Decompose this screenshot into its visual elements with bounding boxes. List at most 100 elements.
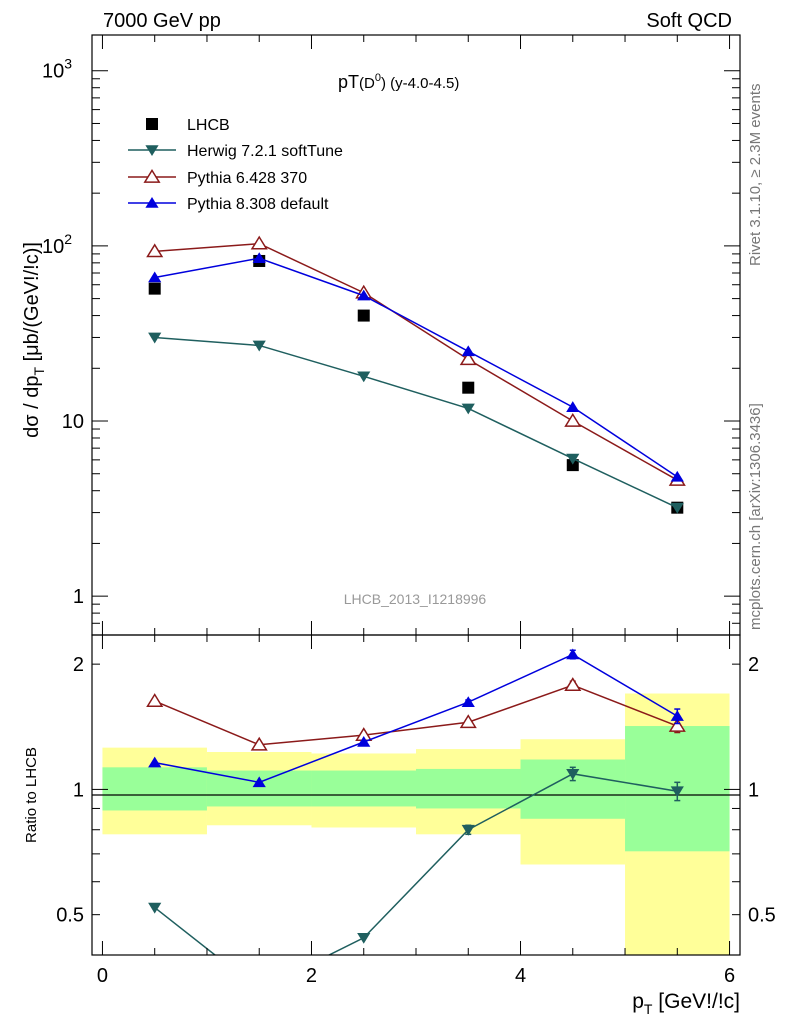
pythia-8-308-default-point — [252, 252, 266, 264]
pythia-6-428-370-point — [250, 235, 268, 250]
herwig-7-2-1-softtune-point — [461, 403, 475, 415]
main-y-axis-label-main: dσ / dp — [21, 376, 43, 438]
ratio-herwig-7-2-1-softtune-point — [148, 902, 162, 914]
ratio-herwig-7-2-1-softtune-line — [154, 773, 678, 955]
herwig-7-2-1-softtune-point — [252, 340, 266, 352]
herwig-7-2-1-softtune-point — [148, 332, 162, 344]
legend-herwig-7-2-1-softtune-marker — [145, 145, 159, 156]
pythia-8-308-default-line — [154, 257, 678, 478]
ratio-pythia-6-428-370-point — [564, 677, 582, 692]
legend-lhcb-label: LHCB — [187, 117, 230, 134]
ratio-pythia-8-308-default-line — [154, 653, 678, 784]
ratio-data-layer — [146, 648, 686, 996]
chart-title-rest: (y-4.0-4.5) — [386, 75, 459, 92]
x-tick-label: 2 — [306, 965, 317, 987]
rivet-version-label: Rivet 3.1.10, ≥ 2.3M events — [747, 84, 764, 267]
main-y-tick-label: 1 — [73, 586, 84, 608]
stat-uncertainty-band — [416, 768, 521, 809]
legend-pythia-6-428-370-marker — [143, 168, 161, 183]
mcplots-reference-label: mcplots.cern.ch [arXiv:1306.3436] — [747, 403, 764, 630]
lhcb-point — [462, 381, 475, 394]
ratio-herwig-7-2-1-softtune-point — [253, 985, 266, 996]
x-axis-label-main: p — [632, 990, 644, 1013]
ratio-herwig-7-2-1-softtune-point — [357, 932, 371, 944]
pythia-6-428-370-point — [564, 412, 582, 427]
lhcb-point — [566, 459, 579, 472]
pythia-6-428-370-line — [154, 242, 678, 481]
x-tick-label: 4 — [515, 965, 526, 987]
ratio-y-tick-label-right: 1 — [748, 779, 759, 801]
x-tick-label: 6 — [724, 965, 735, 987]
legend-lhcb-marker — [146, 118, 158, 130]
ratio-herwig-7-2-1-softtune-point — [566, 769, 580, 780]
chart-title-sup: 0 — [375, 72, 381, 84]
herwig-7-2-1-softtune-line — [154, 336, 678, 509]
herwig-7-2-1-softtune-point — [357, 371, 371, 383]
ratio-herwig-7-2-1-softtune-point — [670, 786, 684, 798]
x-axis-label-sub: T — [644, 1001, 653, 1017]
ratio-y-tick-label-right: 2 — [748, 654, 759, 676]
x-tick-label: 0 — [97, 965, 108, 987]
herwig-7-2-1-softtune-point — [566, 453, 580, 465]
ratio-pythia-6-428-370-point — [250, 736, 268, 751]
legend-pythia-6-428-370-label: Pythia 6.428 370 — [187, 170, 307, 187]
main-y-tick-label: 102 — [42, 231, 72, 258]
ratio-y-tick-label-left: 0.5 — [56, 905, 84, 927]
main-y-axis-label-rest: [μb/(GeV!/!c)] — [21, 242, 43, 367]
lhcb-point — [148, 282, 161, 295]
header-category-label: Soft QCD — [646, 10, 732, 32]
main-y-tick-base: 10 — [42, 236, 64, 258]
ratio-axes: 0 2 4 6 0.5 0.5 1 1 2 2 — [56, 635, 776, 987]
ratio-y-tick-label-left: 1 — [73, 779, 84, 801]
legend-herwig-7-2-1-softtune-label: Herwig 7.2.1 softTune — [187, 143, 343, 160]
legend-pythia-8-308-default-label: Pythia 8.308 default — [187, 196, 329, 213]
main-y-tick-exponent: 2 — [64, 231, 72, 247]
ratio-y-tick-label-left: 2 — [73, 654, 84, 676]
main-y-axis-label: dσ / dpT [μb/(GeV!/!c)] — [21, 242, 47, 438]
herwig-7-2-1-softtune-point — [670, 502, 684, 514]
pythia-8-308-default-point — [566, 401, 580, 412]
pythia-6-428-370-point — [146, 243, 164, 258]
ratio-pythia-8-308-default-point — [566, 648, 580, 660]
ratio-pythia-8-308-default-point — [670, 710, 684, 721]
ratio-y-axis-label: Ratio to LHCB — [23, 747, 40, 843]
main-data-layer — [146, 235, 686, 514]
ratio-pythia-6-428-370-line — [154, 684, 678, 746]
ratio-pythia-6-428-370-point — [146, 693, 164, 707]
ratio-uncertainty-bands — [102, 693, 730, 955]
lhcb-point — [357, 309, 370, 322]
ratio-pythia-6-428-370-point — [459, 714, 477, 729]
legend-pythia-8-308-default-marker — [145, 197, 159, 208]
stat-uncertainty-band — [102, 767, 207, 811]
pythia-8-308-default-point — [148, 271, 162, 283]
header-beam-label: 7000 GeV pp — [103, 10, 221, 32]
x-axis-label: pT [GeV!/!c] — [632, 990, 740, 1017]
legend: LHCB Herwig 7.2.1 softTune Pythia 6.428 37… — [128, 117, 343, 213]
pythia-8-308-default-point — [357, 289, 371, 301]
x-axis-label-rest: [GeV!/!c] — [652, 990, 740, 1013]
ratio-panel: 0 2 4 6 0.5 0.5 1 1 2 2 Ratio to LHCB pT [GeV!/!c… — [23, 634, 776, 1017]
chart-title-main: pT — [338, 72, 359, 92]
ratio-pythia-8-308-default-point — [461, 696, 475, 708]
main-y-tick-exponent: 3 — [64, 56, 72, 72]
analysis-watermark: LHCB_2013_I1218996 — [344, 591, 487, 607]
pythia-6-428-370-point — [459, 351, 477, 366]
ratio-pythia-8-308-default-point — [148, 756, 162, 768]
chart-title-sub: (D — [359, 75, 375, 92]
pythia-8-308-default-point — [670, 470, 684, 482]
stat-uncertainty-band — [311, 770, 416, 807]
ratio-pythia-8-308-default-point — [252, 776, 266, 788]
main-y-tick-label: 10 — [62, 411, 84, 433]
ratio-pythia-8-308-default-point — [357, 735, 371, 747]
main-y-tick-base: 10 — [42, 61, 64, 83]
main-y-tick-label: 103 — [42, 56, 72, 83]
chart-title-close: ) — [381, 75, 386, 92]
main-y-axis-label-sub: T — [31, 367, 47, 376]
pythia-8-308-default-point — [461, 345, 475, 357]
chart-title: pT(D0) (y-4.0-4.5) — [338, 72, 459, 92]
ratio-y-tick-label-right: 0.5 — [748, 905, 776, 927]
ratio-pythia-6-428-370-point — [668, 718, 686, 732]
